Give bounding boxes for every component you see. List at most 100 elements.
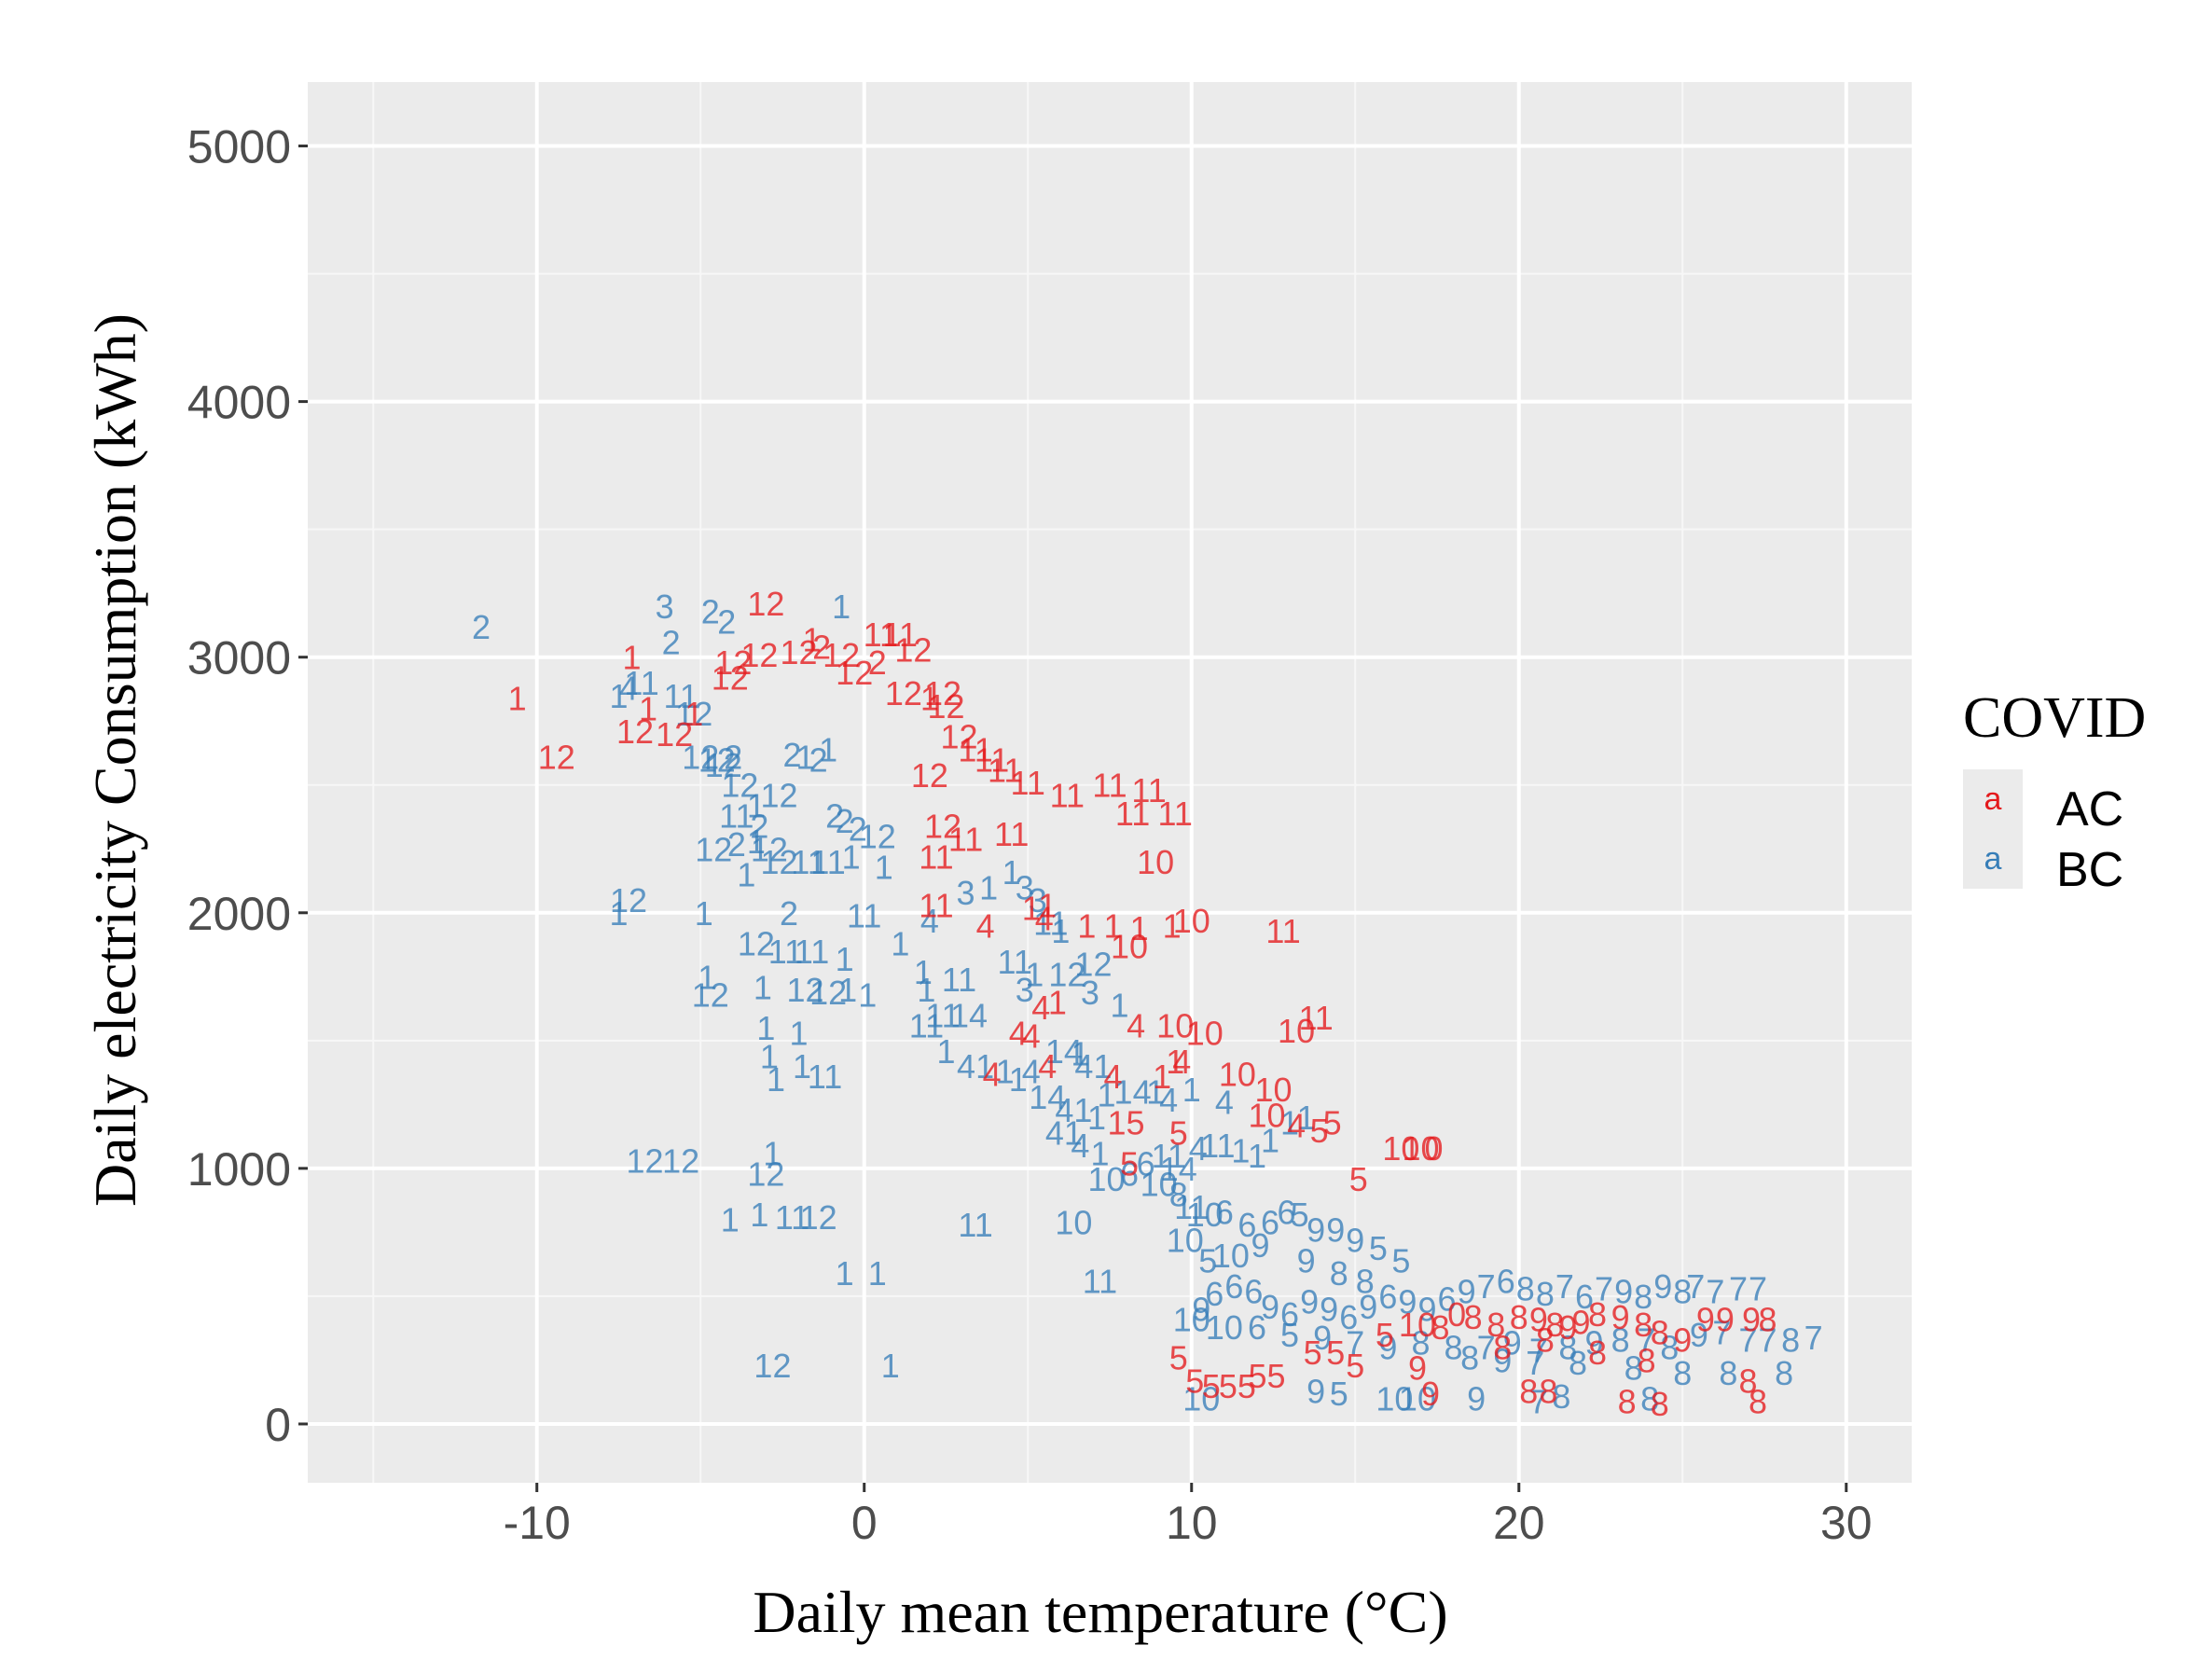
point-bc: 8 <box>1558 1329 1577 1367</box>
point-bc: 1 <box>737 856 755 894</box>
y-tick-label: 5000 <box>187 121 291 173</box>
y-axis-title: Daily electricity Consumption (kWh) <box>82 313 148 1207</box>
point-bc: 11 <box>791 843 825 881</box>
point-bc: 9 <box>1359 1288 1377 1326</box>
point-bc: 9 <box>1306 1372 1325 1410</box>
point-ac: 4 <box>1103 1058 1122 1096</box>
point-bc: 11 <box>810 843 845 881</box>
point-bc: 9 <box>1192 1291 1210 1329</box>
point-ac: 5 <box>1202 1367 1221 1405</box>
point-ac: 8 <box>1486 1306 1505 1344</box>
point-ac: 8 <box>1738 1362 1757 1400</box>
point-bc: 8 <box>1552 1377 1570 1416</box>
x-tick-label: -10 <box>504 1497 571 1549</box>
point-bc: 12 <box>800 1198 837 1237</box>
point-ac: 4 <box>1022 1016 1041 1055</box>
point-ac: 5 <box>1323 1104 1342 1142</box>
point-ac: 10 <box>1219 1055 1256 1093</box>
legend-key-ac-background <box>1963 769 2023 829</box>
x-tick-label: 10 <box>1166 1497 1218 1549</box>
point-bc: 1 <box>936 1032 955 1071</box>
point-ac: 11 <box>883 615 918 654</box>
point-ac: 11 <box>988 751 1022 789</box>
major-gridlines <box>308 82 1912 1483</box>
point-bc: 12 <box>721 767 758 805</box>
point-bc: 11 <box>925 996 960 1034</box>
point-ac: 9 <box>1716 1301 1735 1339</box>
point-bc: 6 <box>1278 1193 1296 1231</box>
point-ac: 8 <box>1519 1372 1538 1410</box>
point-bc: 1 <box>1051 912 1070 950</box>
point-bc: 3 <box>1016 868 1034 906</box>
point-ac: 11 <box>994 815 1029 853</box>
point-ac: 1 <box>1038 887 1057 925</box>
point-ac: 8 <box>1638 1341 1656 1379</box>
point-bc: 1 <box>836 1254 854 1293</box>
point-bc: 8 <box>1781 1321 1800 1360</box>
point-ac: 4 <box>1009 1015 1028 1053</box>
point-bc: 1 <box>842 837 861 876</box>
point-bc: 1 <box>1248 1137 1266 1175</box>
point-ac: 4 <box>983 1055 1002 1093</box>
point-bc: 11 <box>998 943 1032 981</box>
point-ac: 11 <box>1131 771 1166 809</box>
point-bc: 1 <box>1146 1073 1165 1112</box>
point-bc: 12 <box>695 830 732 868</box>
x-tick-label: 30 <box>1820 1497 1873 1549</box>
point-bc: 41 <box>1055 1091 1092 1129</box>
point-bc: 11 <box>847 897 881 935</box>
point-ac: 8 <box>1431 1308 1450 1347</box>
point-ac: 9 <box>1742 1301 1761 1339</box>
point-bc: 5 <box>1330 1375 1348 1413</box>
point-ac: 10 <box>1382 1129 1419 1168</box>
point-bc: 1 <box>1111 986 1129 1024</box>
point-ac: 4 <box>1287 1106 1306 1144</box>
point-ac: 1 <box>803 621 822 659</box>
point-bc: 10 <box>1167 1222 1204 1260</box>
point-ac: 1 <box>1022 889 1041 927</box>
point-bc: 8 <box>1673 1354 1692 1392</box>
y-tick-label: 0 <box>265 1399 291 1451</box>
point-ac: 8 <box>1588 1334 1607 1372</box>
point-bc: 7 <box>1595 1270 1613 1308</box>
point-ac: 8 <box>1588 1295 1607 1334</box>
point-bc: 12 <box>760 843 797 881</box>
point-bc: 1 <box>763 1134 781 1172</box>
point-bc: 4 <box>920 902 939 940</box>
point-bc: 7 <box>1729 1270 1748 1308</box>
point-bc: 9 <box>1614 1272 1633 1310</box>
point-bc: 12 <box>692 975 729 1014</box>
point-bc: 11 <box>795 933 829 971</box>
point-ac: 12 <box>740 636 778 674</box>
point-ac: 11 <box>1158 795 1193 833</box>
legend: COVID a AC a BC <box>1963 686 2146 897</box>
point-bc: 1 <box>1182 1071 1201 1109</box>
point-bc: 8 <box>1640 1380 1659 1418</box>
point-bc: 1 <box>836 940 854 978</box>
point-ac: 1 <box>920 680 939 718</box>
point-bc: 9 <box>1251 1226 1269 1265</box>
point-bc: 7 <box>1738 1321 1757 1360</box>
point-ac: 2 <box>812 629 831 667</box>
point-bc: 11 <box>1033 905 1068 943</box>
point-bc: 1 <box>1025 956 1044 994</box>
point-ac: 4 <box>1127 1006 1145 1044</box>
point-ac: 11 <box>958 730 992 768</box>
point-bc: 2 <box>825 797 844 836</box>
point-bc: 8 <box>1719 1354 1737 1392</box>
point-bc: 9 <box>1584 1323 1603 1362</box>
point-bc: 1 <box>760 1037 779 1075</box>
point-bc: 2 <box>727 825 746 864</box>
plot-panel <box>308 82 1912 1483</box>
point-bc: 9 <box>1503 1323 1522 1362</box>
point-ac: 5 <box>1376 1316 1394 1354</box>
point-ac: 12 <box>924 674 961 712</box>
point-ac: 12 <box>911 756 948 795</box>
point-bc: 3 <box>1081 974 1099 1012</box>
point-bc: 6 <box>1497 1262 1515 1300</box>
point-ac: 11 <box>864 615 898 654</box>
point-bc: 14 <box>1029 1078 1066 1116</box>
point-bc: 8 <box>1330 1254 1348 1293</box>
point-bc: 1 <box>1090 1134 1109 1172</box>
point-bc: 9 <box>1320 1291 1338 1329</box>
